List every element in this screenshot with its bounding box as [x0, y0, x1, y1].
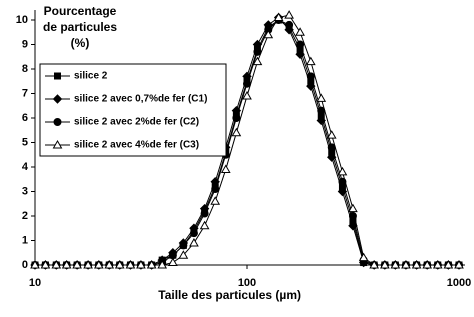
marker: [454, 259, 464, 269]
marker: [211, 185, 220, 194]
marker: [358, 252, 369, 262]
marker: [54, 72, 61, 80]
marker: [220, 164, 231, 173]
marker: [114, 259, 125, 269]
y-tick-label: 2: [22, 210, 28, 222]
marker: [296, 40, 305, 49]
x-tick-label: 10: [29, 277, 41, 289]
y-axis-label: Pourcentage: [44, 4, 117, 18]
marker: [263, 29, 274, 39]
x-tick-label: 100: [238, 277, 256, 289]
marker: [338, 177, 347, 186]
y-tick-label: 9: [22, 38, 28, 50]
marker: [284, 10, 294, 19]
marker: [125, 259, 136, 269]
marker: [72, 259, 82, 269]
marker: [53, 118, 62, 126]
marker: [189, 229, 198, 238]
marker: [83, 259, 93, 269]
marker: [52, 94, 63, 104]
marker: [178, 250, 189, 259]
marker: [401, 259, 411, 269]
marker: [40, 259, 51, 269]
y-tick-label: 5: [22, 136, 28, 148]
marker: [104, 259, 115, 269]
legend-label: silice 2 avec 4%de fer (C3): [74, 140, 199, 151]
marker: [337, 166, 348, 176]
marker: [348, 221, 358, 231]
marker: [179, 241, 188, 250]
marker: [252, 56, 263, 66]
x-tick-label: 1000: [447, 277, 471, 289]
marker: [305, 56, 316, 66]
marker: [422, 259, 433, 269]
legend-label: silice 2: [74, 71, 108, 82]
y-axis-label: de particules: [43, 20, 117, 34]
marker: [273, 12, 284, 22]
marker: [316, 93, 327, 102]
marker: [30, 259, 40, 269]
marker: [51, 259, 62, 269]
marker: [136, 259, 146, 269]
y-axis-label: (%): [71, 36, 90, 50]
marker: [146, 259, 157, 269]
marker: [443, 259, 454, 269]
y-tick-label: 1: [22, 234, 28, 246]
x-axis-label: Taille des particules (µm): [158, 288, 301, 302]
series: [30, 10, 464, 269]
legend-box: [39, 63, 227, 157]
y-tick-label: 6: [22, 112, 28, 124]
marker: [243, 79, 251, 88]
marker: [231, 127, 242, 137]
y-tick-label: 4: [22, 161, 29, 173]
marker: [390, 259, 401, 269]
legend-label: silice 2 avec 0,7%de fer (C1): [74, 94, 207, 105]
marker: [380, 259, 390, 269]
marker: [210, 196, 221, 205]
marker: [411, 259, 422, 269]
marker: [93, 259, 104, 269]
marker: [306, 72, 315, 81]
marker: [61, 259, 72, 269]
marker: [232, 114, 241, 122]
marker: [199, 220, 210, 230]
marker: [242, 90, 252, 100]
y-tick-label: 0: [22, 259, 28, 271]
marker: [168, 257, 178, 267]
y-tick-label: 3: [22, 185, 28, 197]
marker: [157, 259, 168, 269]
y-tick-label: 8: [22, 63, 28, 75]
marker: [348, 203, 358, 213]
marker: [285, 20, 294, 29]
marker: [326, 130, 337, 139]
legend-label: silice 2 avec 2%de fer (C2): [74, 117, 199, 128]
marker: [432, 259, 443, 269]
marker: [369, 259, 380, 269]
marker: [189, 237, 199, 247]
y-tick-label: 7: [22, 87, 28, 99]
marker: [200, 209, 209, 218]
marker: [295, 27, 305, 36]
marker: [52, 139, 63, 149]
y-tick-label: 10: [16, 14, 28, 26]
